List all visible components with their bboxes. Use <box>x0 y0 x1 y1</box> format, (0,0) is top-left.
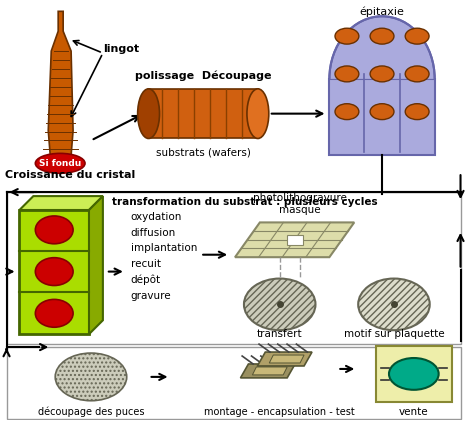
Text: lingot: lingot <box>103 44 139 54</box>
Ellipse shape <box>389 358 438 390</box>
Ellipse shape <box>335 28 359 44</box>
Polygon shape <box>235 222 354 257</box>
Ellipse shape <box>405 66 429 82</box>
Ellipse shape <box>247 89 269 139</box>
Ellipse shape <box>244 279 316 330</box>
Text: montage - encapsulation - test: montage - encapsulation - test <box>204 407 355 417</box>
Polygon shape <box>240 364 295 378</box>
Text: vente: vente <box>399 407 428 417</box>
Text: Si fondu: Si fondu <box>39 159 82 168</box>
Polygon shape <box>48 11 73 155</box>
Bar <box>376 346 452 402</box>
Text: motif sur plaquette: motif sur plaquette <box>344 329 444 339</box>
Ellipse shape <box>335 66 359 82</box>
Bar <box>7 347 461 418</box>
Ellipse shape <box>370 28 394 44</box>
Ellipse shape <box>370 66 394 82</box>
Ellipse shape <box>405 28 429 44</box>
Bar <box>148 89 258 139</box>
Polygon shape <box>329 16 435 79</box>
Ellipse shape <box>36 216 73 244</box>
Text: Croissance du cristal: Croissance du cristal <box>5 170 135 180</box>
Text: polissage  Découpage: polissage Découpage <box>135 71 272 81</box>
Text: transformation du substrat : plusieurs cycles: transformation du substrat : plusieurs c… <box>112 197 378 207</box>
Text: substrats (wafers): substrats (wafers) <box>156 147 251 157</box>
Ellipse shape <box>335 104 359 120</box>
Text: épitaxie: épitaxie <box>360 6 404 17</box>
Text: oxydation
diffusion
implantation
recuit
dépôt
gravure: oxydation diffusion implantation recuit … <box>131 212 197 301</box>
Ellipse shape <box>55 353 127 401</box>
Text: photolithogravure
masque: photolithogravure masque <box>253 193 346 215</box>
Ellipse shape <box>137 89 160 139</box>
Polygon shape <box>19 196 103 210</box>
Ellipse shape <box>358 279 430 330</box>
Ellipse shape <box>36 299 73 327</box>
Text: transfert: transfert <box>257 329 302 339</box>
Ellipse shape <box>405 104 429 120</box>
Ellipse shape <box>36 258 73 285</box>
Polygon shape <box>19 210 89 334</box>
Polygon shape <box>269 355 304 363</box>
Polygon shape <box>252 367 287 375</box>
Bar <box>287 235 302 245</box>
Ellipse shape <box>370 104 394 120</box>
Bar <box>329 79 435 155</box>
Text: découpage des puces: découpage des puces <box>38 406 144 417</box>
Ellipse shape <box>36 153 85 173</box>
Polygon shape <box>89 196 103 334</box>
Bar <box>7 192 461 344</box>
Polygon shape <box>257 352 312 366</box>
